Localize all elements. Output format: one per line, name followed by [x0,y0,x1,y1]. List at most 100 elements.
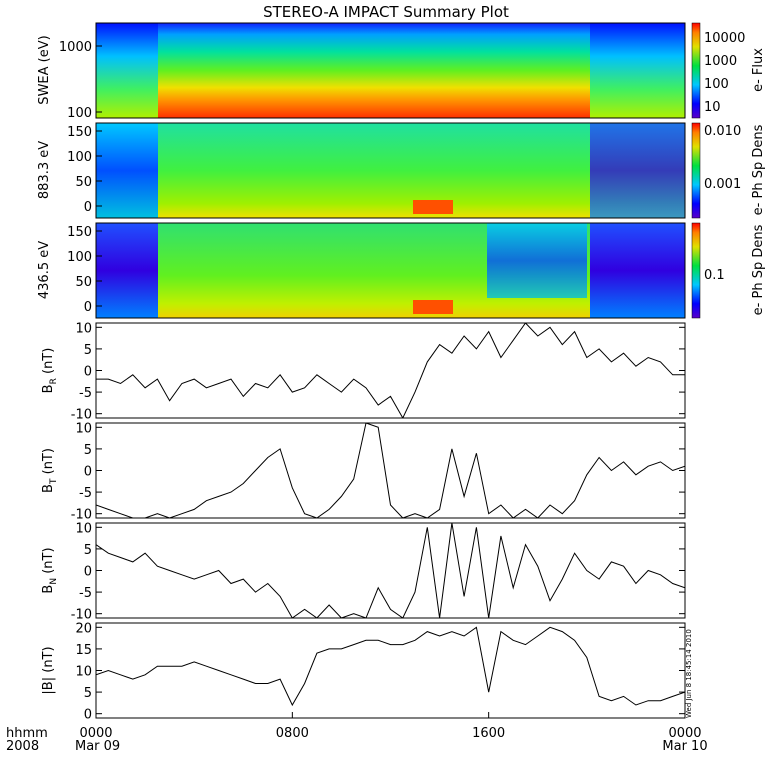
pad436-colorbar-label: e- Ph Sp Dens [751,224,766,315]
swea-colorbar-tick: 1000 [704,54,737,69]
swea-colorbar-tick: 10000 [704,31,745,46]
swea-colorbar-tick: 10 [704,100,721,115]
bmag-ytick-label: 10 [75,665,92,680]
pad436-heatmap-right-region [590,223,685,318]
pad883-spectrogram-panel: 150 100 50 0 883.3 eV 0.010 0.001 e- Ph … [37,122,766,219]
bmag-series-line [96,626,685,707]
br-ylabel-sub: R [49,378,59,384]
pad883-frame [95,122,686,219]
pad883-ytick-label: 150 [67,125,92,140]
bmag-frame [95,622,686,719]
bt-ytick-label: -5 [79,486,92,501]
bt-ytick-label: 10 [75,421,92,436]
br-ytick-label: -5 [79,386,92,401]
pad436-colorbar [691,222,701,319]
bt-ytick-label: 5 [84,443,92,458]
pad883-ytick-label: 50 [75,175,92,190]
bmag-ytick-label: 0 [84,708,92,723]
bmag-ylabel: |B| (nT) [41,646,56,694]
bmag-ylabel-main: |B| [41,677,56,695]
br-ytick-label: 10 [75,321,92,336]
pad883-heatmap-right-region [590,123,685,218]
bn-ylabel-sub: N [49,578,59,585]
x-tick-label: 0800 [276,726,309,741]
pad436-heatmap-hot-spot [413,300,453,314]
pad436-ytick-label: 100 [67,250,92,265]
swea-ylabel: SWEA (eV) [37,35,52,104]
pad883-ytick-label: 100 [67,150,92,165]
bn-ylabel-unit: (nT) [41,547,56,577]
pad883-colorbar-tick: 0.010 [704,124,741,139]
bt-ylabel: BT (nT) [41,448,59,493]
pad436-frame [95,222,686,319]
br-ytick-label: 0 [84,365,92,380]
bt-series-line [96,423,685,518]
pad883-ylabel: 883.3 eV [37,141,52,199]
bmag-ylabel-unit: (nT) [41,646,56,676]
br-panel: 10 5 0 -5 -10 BR (nT) [41,321,686,423]
pad436-spectrogram-panel: 150 100 50 0 436.5 eV 0.1 e- Ph Sp Dens [37,222,766,319]
bn-ytick-label: 5 [84,543,92,558]
pad436-colorbar-tick: 0.1 [704,268,725,283]
swea-heatmap-left-region [96,23,158,118]
bt-panel: 10 5 0 -5 -10 BT (nT) [41,421,686,523]
x-tick-label: 0000 [668,726,701,741]
pad883-heatmap [96,123,685,218]
bt-ytick-label: -10 [71,508,92,523]
br-ylabel-unit: (nT) [41,348,56,378]
br-frame [95,322,686,419]
bt-ylabel-main: B [41,484,56,493]
bmag-panel: 20 15 10 5 0 |B| (nT) [41,621,686,723]
x-tick-label: 0000 [79,726,112,741]
pad436-heatmap-mid-region [487,223,587,298]
pad883-heatmap-hot-spot [413,200,453,214]
bmag-ytick-label: 20 [75,621,92,636]
x-axis-year-label: 2008 [6,739,39,754]
bn-frame [95,522,686,619]
br-ytick-label: 5 [84,343,92,358]
bt-ytick-label: 0 [84,465,92,480]
x-axis-hhmm-label: hhmm [6,726,48,741]
bn-ytick-label: -5 [79,586,92,601]
pad883-colorbar-tick: 0.001 [704,177,741,192]
swea-ytick-label: 1000 [59,40,92,55]
swea-heatmap [96,23,685,118]
pad436-heatmap-left-region [96,223,158,318]
swea-spectrogram-panel: 1000 100 SWEA (eV) 10000 1000 100 10 e- … [37,22,766,121]
swea-heatmap-right-region [590,23,685,118]
bn-ytick-label: 0 [84,565,92,580]
swea-frame [95,22,686,119]
bn-ytick-label: 10 [75,521,92,536]
pad883-colorbar-label: e- Ph Sp Dens [751,124,766,215]
br-series-line [96,323,685,418]
bn-ytick-label: -10 [71,608,92,623]
pad436-ytick-label: 0 [84,300,92,315]
bn-ylabel-main: B [41,585,56,594]
pad883-colorbar [691,122,701,219]
pad436-ylabel: 436.5 eV [37,241,52,299]
pad883-ytick-label: 0 [84,200,92,215]
swea-colorbar-tick: 100 [704,77,729,92]
pad883-heatmap-left-region [96,123,158,218]
br-ytick-label: -10 [71,408,92,423]
x-axis-labels: hhmm 2008 Mar 09 Mar 10 Wed Jun 8 18:45:… [6,629,708,754]
bt-ylabel-sub: T [49,478,59,485]
swea-colorbar [691,22,701,119]
bn-ylabel: BN (nT) [41,547,59,593]
bmag-ytick-label: 15 [75,643,92,658]
plot-timestamp: Wed Jun 8 18:45:14 2010 [685,629,693,718]
bmag-ytick-label: 5 [84,686,92,701]
swea-ytick-label: 100 [67,106,92,121]
swea-colorbar-label: e- Flux [751,48,766,92]
bt-ylabel-unit: (nT) [41,448,56,478]
x-axis-start-date: Mar 09 [75,739,120,754]
br-ylabel: BR (nT) [41,348,59,394]
bn-panel: 10 5 0 -5 -10 BN (nT) [41,521,686,623]
pad436-ytick-label: 150 [67,225,92,240]
chart-title: STEREO-A IMPACT Summary Plot [263,3,509,21]
x-tick-label: 1600 [472,726,505,741]
x-axis-end-date: Mar 10 [662,739,707,754]
bn-series-line [96,523,685,618]
